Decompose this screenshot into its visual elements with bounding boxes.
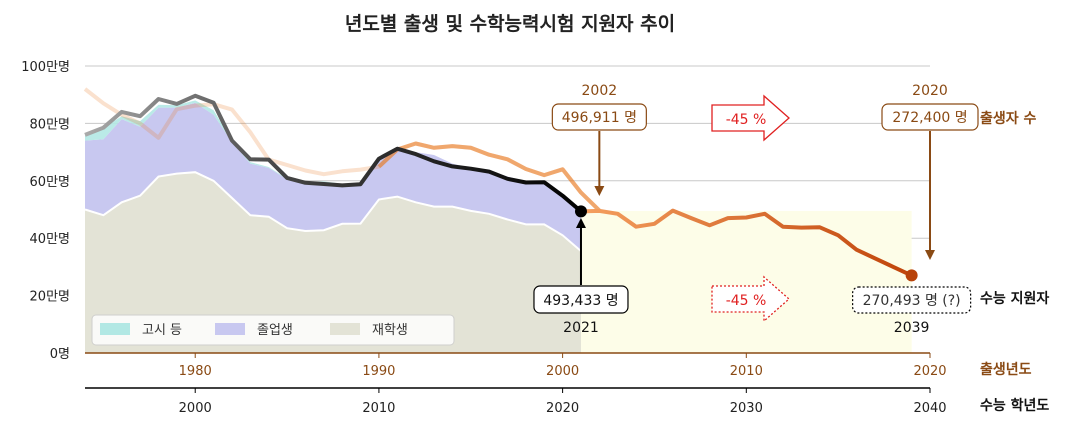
- area-graduates: [85, 102, 581, 252]
- annotation-value-applicants-2039: 270,493 명 (?): [863, 293, 961, 309]
- exam-axis-tick-label: 2020: [546, 401, 579, 416]
- annotation-year-2039: 2039: [894, 320, 930, 336]
- annotation-value-births-2002: 496,911 명: [562, 110, 637, 126]
- births-series-label: 출생자 수: [980, 110, 1037, 127]
- exam-axis-tick-label: 2010: [362, 401, 395, 416]
- birth-axis-label: 출생년도: [980, 361, 1032, 378]
- y-tick-label: 40만명: [30, 232, 70, 247]
- exam-axis-tick-label: 2000: [179, 401, 212, 416]
- birth-axis-tick-label: 2010: [730, 364, 763, 379]
- decline-births-label: -45 %: [726, 112, 767, 128]
- line-layer: [83, 87, 918, 282]
- y-tick-label: 100만명: [21, 60, 70, 75]
- exam-axis-tick-label: 2030: [730, 401, 763, 416]
- births-line: [377, 141, 601, 212]
- decline-applicants-arrow: [711, 275, 790, 323]
- annotation-year-2002: 2002: [582, 83, 618, 99]
- legend-label: 고시 등: [142, 323, 182, 338]
- annotation-box-births-2002: [551, 103, 647, 131]
- applicants-total-line: [84, 93, 583, 213]
- exam-axis-label: 수능 학년도: [980, 398, 1049, 414]
- y-tick-label: 60만명: [30, 175, 70, 190]
- projection-area: [581, 210, 912, 353]
- birth-axis-tick-label: 2000: [546, 364, 579, 379]
- exam-axis-tick-label: 2040: [913, 401, 946, 416]
- arrowhead-births-2020: [925, 250, 935, 260]
- annotation-box-applicants-2021: [533, 285, 629, 314]
- decline-applicants-label: -45 %: [726, 293, 767, 309]
- annotation-year-2021: 2021: [563, 320, 599, 336]
- y-tick-label: 0명: [50, 347, 70, 362]
- current-students-boundary: [84, 171, 582, 252]
- decline-births-arrow: [711, 94, 790, 142]
- area-fill-layer: [84, 100, 912, 353]
- legend-label: 재학생: [372, 323, 408, 338]
- arrowhead-births-2002: [594, 186, 605, 196]
- legend-swatch: [100, 323, 130, 335]
- arrowhead-applicants-2021: [575, 218, 586, 228]
- marker-2021: [574, 205, 587, 218]
- annotation-box-applicants-2039: [852, 286, 972, 314]
- legend-box: [91, 314, 455, 346]
- birth-axis-tick-label: 1980: [179, 364, 212, 379]
- legend: 고시 등 졸업생 재학생: [91, 314, 455, 346]
- projected-applicants-line: [580, 208, 913, 278]
- y-tick-label: 20만명: [30, 290, 70, 305]
- y-tick-label: 80만명: [30, 117, 70, 132]
- marker-2039: [905, 269, 918, 282]
- chart-title: 년도별 출생 및 수학능력시험 지원자 추이: [345, 13, 675, 35]
- applicants-series-label: 수능 지원자: [980, 291, 1049, 307]
- annotation-layer: 2002 496,911 명 2020 272,400 명 493,433 명 2021 2…: [533, 83, 979, 336]
- annotation-value-births-2020: 272,400 명: [892, 110, 967, 126]
- area-current-students: [85, 172, 581, 353]
- legend-label: 졸업생: [257, 323, 293, 338]
- annotation-value-applicants-2021: 493,433 명: [543, 293, 618, 309]
- birth-axis-tick-label: 1990: [362, 364, 395, 379]
- legend-swatch: [215, 323, 245, 335]
- annotation-box-births-2020: [881, 103, 979, 131]
- axis-layer: 0명 20만명 40만명 60만명 80만명 100만명 1980 1990 2000 2010 2…: [21, 60, 1049, 416]
- birth-axis-tick-label: 2020: [913, 364, 946, 379]
- annotation-year-2020: 2020: [912, 83, 948, 99]
- legend-swatch: [330, 323, 360, 335]
